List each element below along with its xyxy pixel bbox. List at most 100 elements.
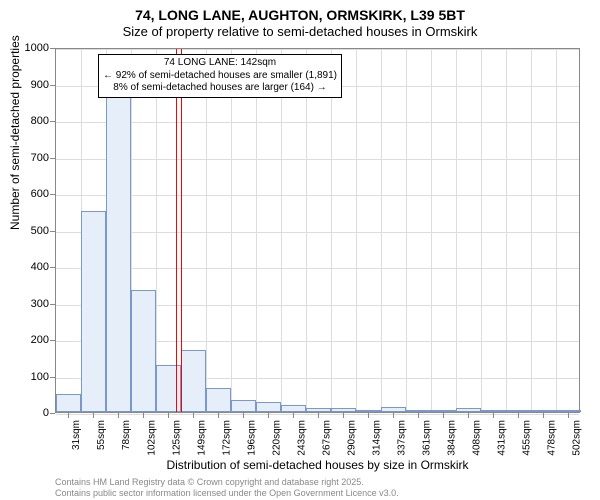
gridline-v [506,49,507,412]
histogram-bar [81,211,106,412]
x-tick-mark [443,413,444,418]
gridline-v [356,49,357,412]
x-tick-mark [193,413,194,418]
y-tick-label: 800 [31,115,49,127]
gridline-v [456,49,457,412]
histogram-bar [356,410,381,412]
y-tick-label: 700 [31,152,49,164]
x-tick-label: 314sqm [372,420,383,456]
y-tick-label: 400 [31,261,49,273]
x-tick-mark [318,413,319,418]
x-tick-label: 502sqm [572,420,583,456]
gridline-v [281,49,282,412]
footer-attribution: Contains HM Land Registry data © Crown c… [55,477,399,499]
histogram-bar [306,408,331,412]
histogram-bar [281,405,306,412]
x-axis: 31sqm 55sqm 78sqm 102sqm 125sqm 149sqm 172sqm 1… [55,413,580,463]
x-tick-mark [293,413,294,418]
gridline-v [531,49,532,412]
gridline-v [331,49,332,412]
gridline-h [56,195,579,196]
x-tick-mark [343,413,344,418]
x-tick-label: 55sqm [97,420,108,450]
y-tick-label: 900 [31,79,49,91]
x-tick-label: 431sqm [497,420,508,456]
y-tick-label: 1000 [25,42,49,54]
histogram-bar [381,407,406,412]
histogram-bar [256,402,281,412]
gridline-h [56,268,579,269]
histogram-bar [206,388,231,412]
gridline-h [56,122,579,123]
gridline-v [481,49,482,412]
x-tick-mark [418,413,419,418]
histogram-bar [106,87,131,412]
x-tick-mark [93,413,94,418]
title-line2: Size of property relative to semi-detach… [0,24,600,41]
x-tick-mark [493,413,494,418]
y-tick-label: 100 [31,371,49,383]
histogram-bar [456,408,481,412]
histogram-bar [556,410,581,412]
histogram-bar [481,410,506,412]
histogram-bar [131,290,156,412]
gridline-v [231,49,232,412]
annotation-line3: 8% of semi-detached houses are larger (1… [103,82,337,95]
histogram-bar [531,410,556,412]
y-tick-label: 200 [31,334,49,346]
histogram-bar [56,394,81,412]
x-tick-label: 478sqm [547,420,558,456]
x-tick-label: 361sqm [422,420,433,456]
x-tick-mark [143,413,144,418]
x-tick-label: 78sqm [122,420,133,450]
footer-line1: Contains HM Land Registry data © Crown c… [55,477,399,488]
x-axis-label: Distribution of semi-detached houses by … [55,458,580,472]
x-tick-mark [68,413,69,418]
x-tick-mark [368,413,369,418]
x-tick-label: 125sqm [172,420,183,456]
gridline-h [56,49,579,50]
x-tick-label: 196sqm [247,420,258,456]
y-tick-label: 300 [31,298,49,310]
x-tick-label: 337sqm [397,420,408,456]
x-tick-label: 267sqm [322,420,333,456]
plot-area: 74 LONG LANE: 142sqm← 92% of semi-detach… [55,48,580,413]
histogram-bar [156,365,181,412]
y-tick-label: 600 [31,188,49,200]
x-tick-label: 172sqm [222,420,233,456]
histogram-bar [506,410,531,412]
x-tick-label: 243sqm [297,420,308,456]
chart-title: 74, LONG LANE, AUGHTON, ORMSKIRK, L39 5B… [0,0,600,41]
x-tick-label: 384sqm [447,420,458,456]
x-tick-mark [543,413,544,418]
annotation-line1: 74 LONG LANE: 142sqm [103,57,337,70]
histogram-bar [331,408,356,412]
histogram-bar [231,400,256,412]
gridline-v [406,49,407,412]
x-tick-label: 149sqm [197,420,208,456]
x-tick-label: 31sqm [72,420,83,450]
y-axis: 01002003004005006007008009001000 [0,48,55,413]
x-tick-label: 102sqm [147,420,158,456]
gridline-v [256,49,257,412]
y-tick-label: 500 [31,225,49,237]
x-tick-mark [393,413,394,418]
gridline-v [381,49,382,412]
x-tick-mark [118,413,119,418]
annotation-line2: ← 92% of semi-detached houses are smalle… [103,70,337,83]
footer-line2: Contains public sector information licen… [55,488,399,499]
histogram-bar [181,350,206,412]
x-tick-mark [568,413,569,418]
gridline-h [56,232,579,233]
annotation-box: 74 LONG LANE: 142sqm← 92% of semi-detach… [98,54,342,98]
gridline-v [306,49,307,412]
gridline-v [156,49,157,412]
x-tick-mark [168,413,169,418]
title-line1: 74, LONG LANE, AUGHTON, ORMSKIRK, L39 5B… [0,6,600,24]
gridline-v [206,49,207,412]
histogram-bar [406,410,431,412]
gridline-v [556,49,557,412]
reference-line [181,49,182,412]
x-tick-label: 408sqm [472,420,483,456]
reference-line [176,49,177,412]
